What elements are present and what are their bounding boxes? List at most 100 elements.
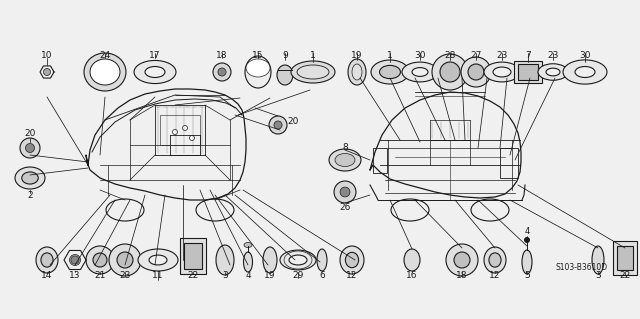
Ellipse shape xyxy=(404,249,420,271)
Ellipse shape xyxy=(489,253,501,267)
Text: 23: 23 xyxy=(119,271,131,280)
Circle shape xyxy=(182,125,188,130)
Text: 9: 9 xyxy=(282,50,288,60)
Ellipse shape xyxy=(538,64,568,80)
Bar xyxy=(184,243,202,269)
Circle shape xyxy=(173,130,177,135)
Circle shape xyxy=(117,252,133,268)
Text: 13: 13 xyxy=(69,271,81,280)
Circle shape xyxy=(189,136,195,140)
Text: 29: 29 xyxy=(292,271,304,280)
Text: 7: 7 xyxy=(525,50,531,60)
Bar xyxy=(160,115,200,145)
Text: 3: 3 xyxy=(595,271,601,280)
Circle shape xyxy=(93,253,107,267)
Ellipse shape xyxy=(134,60,176,84)
Text: 24: 24 xyxy=(99,50,111,60)
Ellipse shape xyxy=(280,250,316,270)
Text: 1: 1 xyxy=(310,50,316,60)
Text: 12: 12 xyxy=(346,271,358,280)
Ellipse shape xyxy=(216,245,234,275)
Text: 26: 26 xyxy=(339,204,351,212)
Bar xyxy=(616,246,634,270)
Circle shape xyxy=(26,144,35,152)
Circle shape xyxy=(340,187,350,197)
Ellipse shape xyxy=(348,59,366,85)
Ellipse shape xyxy=(352,64,362,80)
Ellipse shape xyxy=(243,252,253,272)
Circle shape xyxy=(274,121,282,129)
Text: 16: 16 xyxy=(406,271,418,280)
Ellipse shape xyxy=(493,67,511,77)
Ellipse shape xyxy=(575,66,595,78)
Text: 3: 3 xyxy=(222,271,228,280)
Text: 4: 4 xyxy=(524,227,530,236)
Circle shape xyxy=(524,237,530,243)
Text: 30: 30 xyxy=(579,50,591,60)
Bar xyxy=(373,148,387,173)
Text: 18: 18 xyxy=(216,50,228,60)
Bar xyxy=(180,238,206,274)
Text: 1: 1 xyxy=(387,50,393,60)
Ellipse shape xyxy=(71,256,79,264)
Circle shape xyxy=(334,181,356,203)
Text: 14: 14 xyxy=(42,271,52,280)
Ellipse shape xyxy=(138,249,178,271)
Circle shape xyxy=(86,246,114,274)
Circle shape xyxy=(440,62,460,82)
Ellipse shape xyxy=(522,250,532,274)
Text: 27: 27 xyxy=(470,50,482,60)
Ellipse shape xyxy=(346,252,358,268)
Ellipse shape xyxy=(15,167,45,189)
Bar xyxy=(500,148,518,178)
Ellipse shape xyxy=(145,66,165,78)
Text: 4: 4 xyxy=(245,271,251,280)
Text: S103-B3610D: S103-B3610D xyxy=(555,263,607,272)
Ellipse shape xyxy=(291,61,335,83)
Text: 22: 22 xyxy=(188,271,198,280)
Ellipse shape xyxy=(317,249,327,271)
Circle shape xyxy=(446,244,478,276)
Ellipse shape xyxy=(412,68,428,76)
Text: 11: 11 xyxy=(152,271,164,280)
Circle shape xyxy=(454,252,470,268)
Ellipse shape xyxy=(41,253,53,267)
Text: 20: 20 xyxy=(24,130,36,138)
Ellipse shape xyxy=(245,56,271,88)
Text: 23: 23 xyxy=(496,50,508,60)
Ellipse shape xyxy=(402,62,438,82)
Circle shape xyxy=(20,138,40,158)
Bar xyxy=(613,241,637,275)
Ellipse shape xyxy=(84,53,126,91)
Text: 22: 22 xyxy=(620,271,630,280)
Ellipse shape xyxy=(36,247,58,273)
Text: 19: 19 xyxy=(351,50,363,60)
Text: 20: 20 xyxy=(287,117,299,127)
Circle shape xyxy=(432,54,468,90)
Ellipse shape xyxy=(263,247,277,273)
Bar xyxy=(514,61,542,83)
Ellipse shape xyxy=(22,172,38,184)
Text: 5: 5 xyxy=(524,271,530,280)
Text: 12: 12 xyxy=(490,271,500,280)
Text: 10: 10 xyxy=(41,50,52,60)
Text: 2: 2 xyxy=(27,191,33,201)
Text: 23: 23 xyxy=(547,50,559,60)
Circle shape xyxy=(269,116,287,134)
Ellipse shape xyxy=(592,246,604,274)
Ellipse shape xyxy=(297,65,329,79)
Ellipse shape xyxy=(371,60,409,84)
Text: 6: 6 xyxy=(319,271,325,280)
Circle shape xyxy=(213,63,231,81)
Text: 30: 30 xyxy=(414,50,426,60)
Circle shape xyxy=(109,244,141,276)
Text: 15: 15 xyxy=(252,50,264,60)
Circle shape xyxy=(44,69,51,76)
Ellipse shape xyxy=(484,62,520,82)
Text: 28: 28 xyxy=(444,50,456,60)
Circle shape xyxy=(461,57,491,87)
Ellipse shape xyxy=(380,65,401,78)
Ellipse shape xyxy=(277,65,293,85)
Ellipse shape xyxy=(289,255,307,265)
Text: 19: 19 xyxy=(264,271,276,280)
